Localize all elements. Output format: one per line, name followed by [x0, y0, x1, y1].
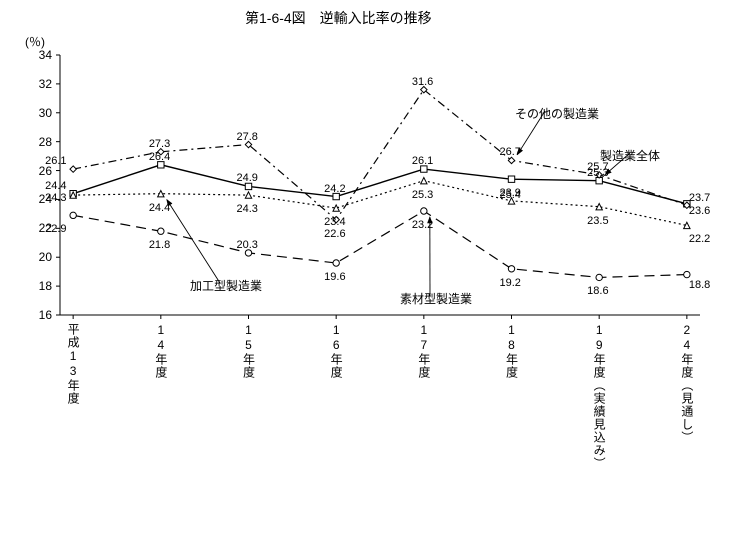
data-label: 22.2 — [689, 233, 710, 245]
x-tick-label: 24年度（見通し） — [679, 323, 696, 444]
data-label: 19.2 — [500, 277, 521, 289]
data-label: 25.7 — [587, 161, 608, 173]
x-tick-label: 15年度 — [240, 323, 257, 379]
data-label: 19.6 — [324, 271, 345, 283]
x-tick-label: 16年度 — [328, 323, 345, 379]
data-label: 23.4 — [324, 216, 345, 228]
y-tick-label: 18 — [22, 279, 52, 293]
series-label: 素材型製造業 — [400, 290, 472, 307]
x-tick-label: 平成13年度 — [65, 323, 82, 405]
x-tick-label: 18年度 — [504, 323, 521, 379]
data-label: 22.6 — [324, 228, 345, 240]
chart-title: 第1-6-4図 逆輸入比率の推移 — [245, 8, 432, 28]
data-label: 26.1 — [412, 155, 433, 167]
data-label: 26.4 — [149, 151, 170, 163]
y-tick-label: 20 — [22, 250, 52, 264]
data-label: 24.4 — [149, 202, 170, 214]
data-label: 27.8 — [236, 131, 257, 143]
data-label: 23.5 — [587, 215, 608, 227]
series-label: その他の製造業 — [515, 105, 599, 122]
data-label: 24.4 — [45, 180, 66, 192]
x-tick-label: 17年度 — [416, 323, 433, 379]
data-label: 23.2 — [412, 219, 433, 231]
data-label: 24.2 — [324, 183, 345, 195]
y-tick-label: 32 — [22, 77, 52, 91]
data-label: 18.6 — [587, 285, 608, 297]
data-label: 23.7 — [689, 192, 710, 204]
data-label: 23.9 — [500, 187, 521, 199]
y-tick-label: 30 — [22, 106, 52, 120]
data-label: 21.8 — [149, 239, 170, 251]
data-label: 25.3 — [412, 189, 433, 201]
series-label: 加工型製造業 — [190, 277, 262, 294]
data-label: 20.3 — [236, 239, 257, 251]
x-tick-label: 19年度（実績見込み） — [591, 323, 608, 470]
data-label: 26.1 — [45, 155, 66, 167]
data-label: 26.7 — [500, 146, 521, 158]
y-tick-label: 34 — [22, 48, 52, 62]
data-label: 27.3 — [149, 138, 170, 150]
data-label: 24.3 — [45, 192, 66, 204]
x-tick-label: 14年度 — [153, 323, 170, 379]
series-label: 製造業全体 — [600, 147, 660, 164]
data-label: 18.8 — [689, 279, 710, 291]
data-label: 31.6 — [412, 76, 433, 88]
data-label: 23.6 — [689, 205, 710, 217]
data-label: 24.9 — [236, 172, 257, 184]
data-label: 22.9 — [45, 223, 66, 235]
y-tick-label: 28 — [22, 135, 52, 149]
data-label: 24.3 — [236, 203, 257, 215]
y-tick-label: 16 — [22, 308, 52, 322]
